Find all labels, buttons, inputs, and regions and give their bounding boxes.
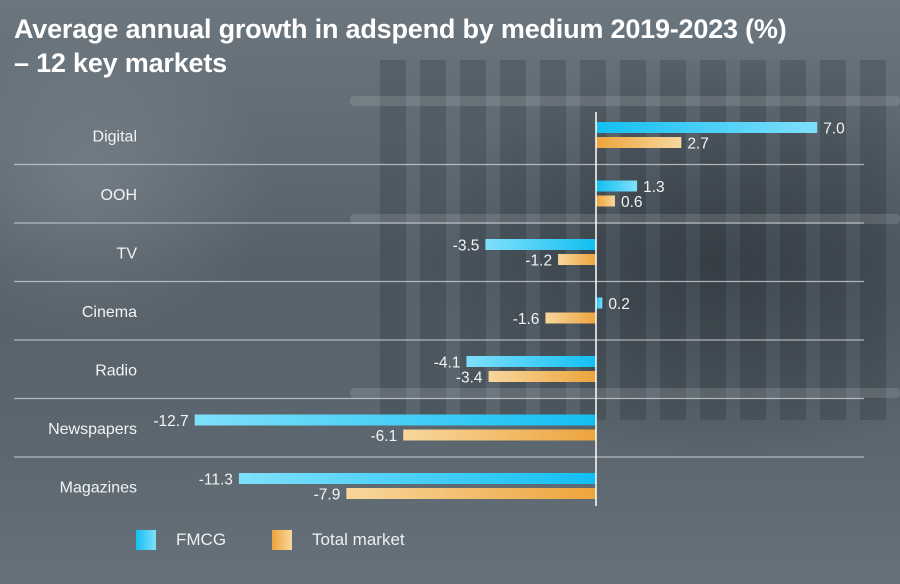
bar-fmcg-newspapers: [194, 414, 596, 426]
bar-fmcg-magazines: [238, 473, 597, 484]
background-shelf: [350, 96, 900, 106]
bars: [194, 122, 818, 499]
bar-total-market-magazines: [346, 488, 596, 499]
value-label-total-market-magazines: -7.9: [314, 487, 341, 504]
legend: FMCG Total market: [136, 530, 451, 550]
legend-swatch-total-market: [272, 530, 293, 550]
legend-item-fmcg: FMCG: [136, 530, 226, 550]
background-shelf: [350, 214, 900, 224]
category-label-radio: Radio: [95, 362, 137, 379]
category-label-magazines: Magazines: [60, 479, 137, 496]
value-label-total-market-radio: -3.4: [456, 370, 483, 387]
value-label-fmcg-newspapers: -12.7: [153, 413, 188, 430]
legend-item-total-market: Total market: [272, 530, 405, 550]
background-shelf: [350, 388, 900, 398]
category-label-newspapers: Newspapers: [48, 421, 137, 438]
bar-total-market-cinema: [545, 312, 596, 324]
value-label-fmcg-radio: -4.1: [434, 355, 461, 372]
bar-total-market-newspapers: [403, 429, 596, 441]
bar-fmcg-radio: [466, 356, 596, 367]
value-label-total-market-newspapers: -6.1: [371, 428, 398, 445]
bar-total-market-tv: [558, 254, 596, 265]
chart-title-line-1: Average annual growth in adspend by medi…: [14, 14, 787, 44]
bar-total-market-radio: [488, 371, 596, 382]
bar-fmcg-tv: [485, 239, 596, 250]
bar-fmcg-cinema: [596, 297, 603, 309]
bar-fmcg-ooh: [596, 180, 638, 192]
value-label-fmcg-magazines: -11.3: [199, 472, 233, 489]
bar-total-market-digital: [596, 137, 682, 148]
value-label-total-market-ooh: 0.6: [621, 194, 643, 211]
value-label-fmcg-ooh: 1.3: [643, 179, 665, 196]
value-label-fmcg-tv: -3.5: [453, 238, 480, 255]
category-label-ooh: OOH: [101, 187, 137, 204]
bar-total-market-ooh: [596, 195, 615, 207]
gridlines: [14, 163, 864, 458]
value-label-total-market-tv: -1.2: [525, 253, 552, 270]
legend-label-fmcg: FMCG: [176, 530, 227, 549]
category-label-tv: TV: [117, 245, 138, 262]
value-label-total-market-digital: 2.7: [687, 136, 709, 153]
value-label-fmcg-digital: 7.0: [823, 121, 845, 138]
category-label-cinema: Cinema: [82, 304, 137, 321]
legend-label-total-market: Total market: [312, 530, 405, 549]
value-label-total-market-cinema: -1.6: [513, 311, 540, 328]
chart-title: Average annual growth in adspend by medi…: [14, 12, 894, 80]
chart-title-line-2: – 12 key markets: [14, 48, 227, 78]
legend-swatch-fmcg: [136, 530, 156, 550]
value-label-fmcg-cinema: 0.2: [608, 296, 630, 313]
category-label-digital: Digital: [93, 128, 137, 145]
labels: Digital 7.0 2.7 OOH 1.30.6 TV -3.5 -1.2 Cinema 0.…: [48, 121, 845, 504]
bar-fmcg-digital: [596, 122, 818, 133]
